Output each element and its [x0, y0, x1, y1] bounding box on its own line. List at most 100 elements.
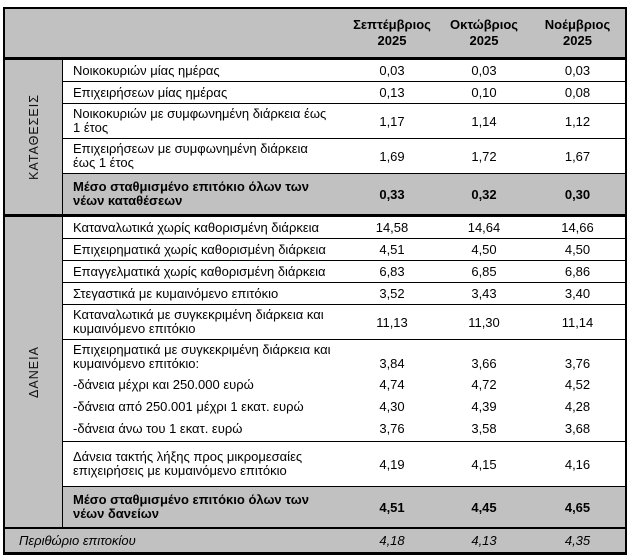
rate-value: 1,69	[379, 148, 405, 164]
rate-value: 1,12	[564, 113, 591, 129]
rate-value: 4,19	[379, 456, 405, 472]
table-row-interest-margin: Περιθώριο επιτοκίου 4,18 4,13 4,35	[5, 527, 625, 552]
rate-value: 14,58	[375, 220, 409, 235]
rate-value: 3,43	[471, 286, 497, 301]
table-row-business-no-maturity: Επιχειρηματικά χωρίς καθορισμένη διάρκει…	[63, 238, 625, 260]
month-header-september: Σεπτέμβριος 2025	[353, 17, 431, 48]
table-row-housing-floating: Στεγαστικά με κυμαινόμενο επιτόκιο 3,52 …	[63, 282, 625, 304]
row-label: Επαγγελματικά χωρίς καθορισμένη διάρκεια	[73, 263, 326, 279]
rate-value-column: 3,76 4,52 4,28 3,68	[530, 340, 625, 439]
rate-value-column: 3,66 4,72 4,39 3,58	[438, 340, 530, 439]
table-row-households-overnight: Νοικοκυριών μίας ημέρας 0,03 0,03 0,03	[63, 60, 625, 81]
rate-value: 3,52	[379, 286, 405, 301]
rate-value: 4,16	[564, 456, 591, 472]
rate-value: 4,52	[564, 376, 591, 392]
row-label: Καταναλωτικά χωρίς καθορισμένη διάρκεια	[73, 219, 320, 235]
rate-value: 4,39	[471, 398, 497, 414]
month-header-november: Νοέμβριος 2025	[544, 17, 611, 48]
row-label: Επιχειρήσεων μίας ημέρας	[73, 84, 228, 100]
rate-value: 3,84	[379, 356, 405, 371]
row-label: Επιχειρηματικά με συγκεκριμένη διάρκεια …	[73, 342, 331, 371]
rate-value: 11,14	[561, 314, 594, 330]
rate-value: 1,14	[471, 113, 497, 129]
rate-value: 0,33	[379, 186, 405, 202]
rate-value: 4,51	[379, 499, 405, 515]
rate-value: 0,03	[379, 63, 405, 78]
row-label: Στεγαστικά με κυμαινόμενο επιτόκιο	[73, 285, 279, 301]
section-label-text: ΔΑΝΕΙΑ	[26, 346, 41, 398]
rate-value: 0,32	[471, 186, 497, 202]
table-row-businesses-agreed-maturity: Επιχειρήσεων με συμφωνημένη διάρκεια έως…	[63, 138, 625, 173]
table-row-businesses-overnight: Επιχειρήσεων μίας ημέρας 0,13 0,10 0,08	[63, 81, 625, 103]
row-label: Νοικοκυριών μίας ημέρας	[73, 62, 220, 78]
rate-value: 3,68	[564, 420, 591, 436]
subitem-label: -δάνεια άνω του 1 εκατ. ευρώ	[73, 420, 243, 436]
rate-value: 0,03	[564, 63, 591, 78]
section-label-text: ΚΑΤΑΘΕΣΕΙΣ	[26, 94, 41, 180]
rate-value: 4,15	[471, 456, 497, 472]
rate-value: 11,13	[376, 314, 408, 330]
table-row-business-fixed-term-floating: Επιχειρηματικά με συγκεκριμένη διάρκεια …	[63, 339, 625, 441]
row-label: Περιθώριο επιτοκίου	[19, 533, 136, 548]
rate-value: 3,76	[379, 420, 405, 436]
table-row-sme-regular-maturity: Δάνεια τακτής λήξης προς μικρομεσαίες επ…	[63, 441, 625, 486]
row-label: Δάνεια τακτής λήξης προς μικρομεσαίες επ…	[73, 449, 303, 478]
rate-value: 14,64	[467, 220, 501, 235]
table-row-avg-new-loans: Μέσο σταθμισμένο επιτόκιο όλων των νέων …	[63, 486, 625, 527]
row-label-group: Επιχειρηματικά με συγκεκριμένη διάρκεια …	[63, 340, 346, 441]
rate-value: 4,65	[564, 499, 591, 515]
subitem-label: -δάνεια μέχρι και 250.000 ευρώ	[73, 376, 254, 392]
rate-value: 4,13	[471, 533, 497, 548]
section-loans: ΔΑΝΕΙΑ Καταναλωτικά χωρίς καθορισμένη δι…	[5, 217, 625, 527]
rate-value: 4,30	[379, 398, 405, 414]
rate-value: 1,67	[564, 148, 591, 164]
rate-value: 14,66	[561, 220, 594, 235]
rate-value: 4,51	[379, 242, 405, 257]
rate-value: 0,10	[471, 85, 497, 100]
section-label-deposits: ΚΑΤΑΘΕΣΕΙΣ	[5, 60, 63, 214]
rate-value: 0,08	[564, 85, 591, 100]
deposits-rows: Νοικοκυριών μίας ημέρας 0,03 0,03 0,03 Ε…	[63, 60, 625, 214]
section-deposits: ΚΑΤΑΘΕΣΕΙΣ Νοικοκυριών μίας ημέρας 0,03 …	[5, 60, 625, 217]
row-label: Επιχειρηματικά χωρίς καθορισμένη διάρκει…	[73, 241, 326, 257]
rate-value: 3,40	[564, 286, 591, 301]
table-row-avg-new-deposits: Μέσο σταθμισμένο επιτόκιο όλων των νέων …	[63, 173, 625, 214]
rate-value: 6,83	[379, 264, 405, 279]
table-header: Σεπτέμβριος 2025 Οκτώβριος 2025 Νοέμβριο…	[5, 9, 625, 60]
rate-value: 11,30	[468, 314, 500, 330]
table-row-households-agreed-maturity: Νοικοκυριών με συμφωνημένη διάρκεια έως …	[63, 103, 625, 138]
month-header-october: Οκτώβριος 2025	[449, 17, 519, 48]
row-label: Επιχειρήσεων με συμφωνημένη διάρκεια έως…	[73, 141, 308, 170]
rate-value: 3,66	[471, 356, 497, 371]
rate-value: 3,58	[471, 420, 497, 436]
rate-value: 4,18	[379, 533, 405, 548]
rate-value: 4,72	[471, 376, 497, 392]
rate-value: 4,50	[471, 242, 497, 257]
rate-value: 4,28	[564, 398, 591, 414]
rate-value: 4,74	[379, 376, 405, 392]
rate-value: 6,85	[471, 264, 497, 279]
table-row-professional-no-maturity: Επαγγελματικά χωρίς καθορισμένη διάρκεια…	[63, 260, 625, 282]
row-label: Μέσο σταθμισμένο επιτόκιο όλων των νέων …	[73, 179, 309, 208]
table-row-consumer-no-maturity: Καταναλωτικά χωρίς καθορισμένη διάρκεια …	[63, 217, 625, 238]
rate-value: 1,72	[471, 148, 497, 164]
interest-rates-table: Σεπτέμβριος 2025 Οκτώβριος 2025 Νοέμβριο…	[3, 7, 627, 555]
rate-value: 6,86	[564, 264, 591, 279]
rate-value-column: 3,84 4,74 4,30 3,76	[346, 340, 438, 439]
row-label: Καταναλωτικά με συγκεκριμένη διάρκεια κα…	[73, 307, 324, 336]
rate-value: 0,03	[471, 63, 497, 78]
row-label: Μέσο σταθμισμένο επιτόκιο όλων των νέων …	[73, 492, 309, 521]
table-row-consumer-fixed-term-floating: Καταναλωτικά με συγκεκριμένη διάρκεια κα…	[63, 304, 625, 339]
rate-value: 0,13	[379, 85, 405, 100]
rate-value: 1,17	[379, 113, 405, 129]
rate-value: 3,76	[564, 356, 591, 371]
row-label: Νοικοκυριών με συμφωνημένη διάρκεια έως …	[73, 106, 327, 135]
rate-value: 4,50	[564, 242, 591, 257]
subitem-label: -δάνεια από 250.001 μέχρι 1 εκατ. ευρώ	[73, 398, 304, 414]
loans-rows: Καταναλωτικά χωρίς καθορισμένη διάρκεια …	[63, 217, 625, 527]
rate-value: 4,35	[564, 533, 591, 548]
rate-value: 4,45	[471, 499, 497, 515]
rate-value: 0,30	[564, 186, 591, 202]
section-label-loans: ΔΑΝΕΙΑ	[5, 217, 63, 527]
